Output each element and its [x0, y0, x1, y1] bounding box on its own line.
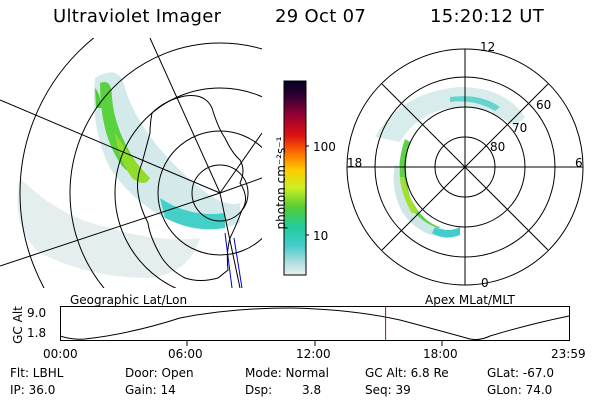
app-title: Ultraviolet Imager	[53, 6, 222, 27]
polar-panel-label: Apex MLat/MLT	[425, 293, 515, 307]
geo-panel-label: Geographic Lat/Lon	[70, 293, 188, 307]
mode-info: Mode: Normal	[245, 366, 329, 380]
seq-info: Seq: 39	[365, 383, 411, 397]
colorbar-tick-100: 100	[313, 140, 336, 154]
filter-info: Flt: LBHL	[10, 366, 64, 380]
altitude-y-tick-9: 9.0	[27, 306, 47, 320]
mlat-label-70: 70	[512, 121, 528, 135]
altitude-x-tick-2359: 23:59	[551, 347, 586, 361]
colorbar-tick-10: 10	[313, 229, 329, 243]
geo-meridians	[0, 38, 262, 288]
geo-blue-boundary	[224, 232, 243, 288]
colorbar-unit-label: photon cm⁻²s⁻¹	[274, 136, 288, 230]
date-label: 29 Oct 07	[275, 6, 367, 27]
geo-latitude-circles	[19, 38, 262, 288]
door-info: Door: Open	[125, 366, 194, 380]
altitude-x-tick-1800: 18:00	[423, 347, 458, 361]
geographic-map-panel	[0, 38, 262, 288]
mlat-label-80: 80	[490, 140, 506, 154]
altitude-x-tick-0000: 00:00	[43, 347, 78, 361]
mlt-label-12: 12	[480, 40, 496, 54]
dsp-value: 3.8	[302, 383, 322, 397]
mlt-label-6: 6	[575, 156, 583, 170]
mlt-label-18: 18	[347, 156, 363, 170]
geo-aurora-emission	[17, 72, 240, 278]
altitude-y-tick-1-8: 1.8	[27, 326, 47, 340]
altitude-axis-label: GC Alt	[11, 306, 25, 344]
polar-mlt-panel	[346, 48, 584, 286]
ip-info: IP: 36.0	[10, 383, 56, 397]
mlt-label-0: 0	[481, 276, 489, 290]
polar-mlt-lines	[347, 49, 583, 285]
altitude-curve	[60, 307, 570, 341]
dsp-label: Dsp:	[245, 383, 273, 397]
mlat-label-60: 60	[536, 98, 552, 112]
glon-info: GLon: 74.0	[487, 383, 553, 397]
altitude-x-tick-0600: 06:00	[168, 347, 203, 361]
gc-alt-info: GC Alt: 6.8 Re	[365, 366, 449, 380]
glat-info: GLat: -67.0	[487, 366, 554, 380]
color-scale-bar	[283, 80, 309, 276]
altitude-plot	[60, 306, 570, 346]
altitude-x-ticks	[186, 340, 443, 346]
altitude-x-tick-1200: 12:00	[296, 347, 331, 361]
gain-info: Gain: 14	[125, 383, 176, 397]
time-label: 15:20:12 UT	[430, 6, 545, 27]
polar-aurora-emission	[375, 87, 525, 238]
